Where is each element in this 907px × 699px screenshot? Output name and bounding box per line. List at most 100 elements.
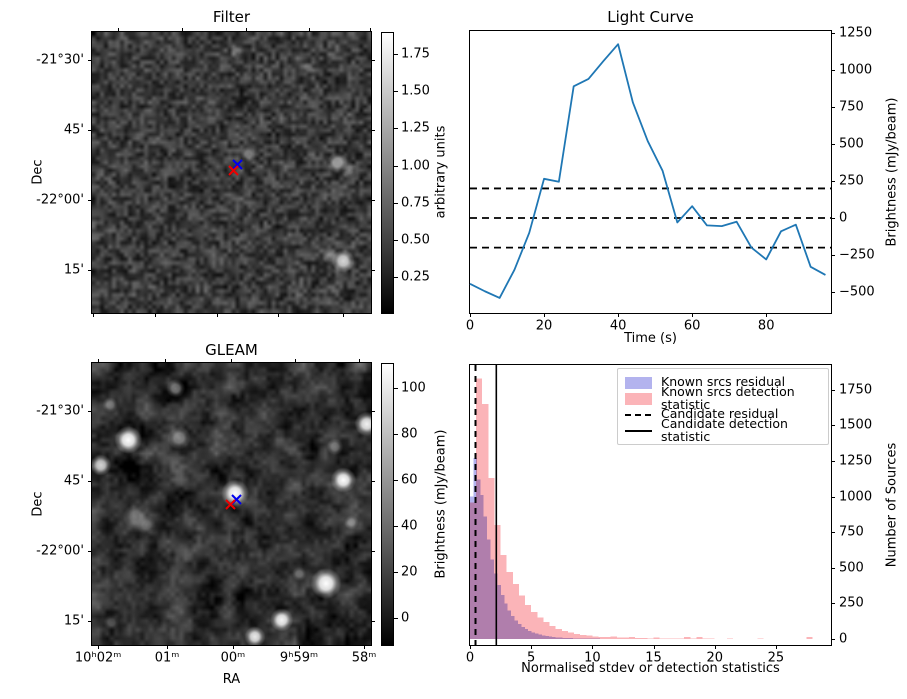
axis-tick bbox=[88, 59, 92, 61]
count-tick-label: 1000 bbox=[839, 489, 873, 505]
lightcurve-ylabel: Brightness (mJy/beam) bbox=[884, 97, 900, 247]
axis-tick bbox=[831, 460, 835, 462]
legend-label: Known srcs residual bbox=[661, 374, 786, 390]
histogram-ylabel: Number of Sources bbox=[884, 442, 900, 568]
dec-tick-label: -22°00' bbox=[36, 543, 84, 559]
gleam-xlabel: RA bbox=[222, 672, 241, 687]
axis-tick bbox=[470, 313, 471, 317]
axis-tick bbox=[232, 645, 234, 649]
histogram-plot bbox=[470, 365, 813, 645]
brightness-tick-label: 750 bbox=[839, 99, 864, 115]
count-tick-label: 0 bbox=[839, 631, 848, 647]
count-tick-label: 500 bbox=[839, 560, 864, 576]
stat-tick-label: 5 bbox=[527, 650, 536, 666]
axis-tick bbox=[371, 59, 375, 61]
brightness-tick-label: −500 bbox=[839, 284, 875, 300]
time-tick-label: 60 bbox=[683, 318, 701, 334]
axis-tick bbox=[299, 645, 301, 649]
colorbar-tick-label: 0.75 bbox=[401, 195, 430, 211]
gleam-colorbar bbox=[381, 363, 394, 646]
axis-tick bbox=[394, 388, 398, 390]
axis-tick bbox=[831, 567, 835, 569]
colorbar-tick-label: 100 bbox=[401, 380, 426, 396]
count-tick-label: 750 bbox=[839, 524, 864, 540]
axis-tick bbox=[831, 144, 835, 146]
lightcurve-axes-frame bbox=[469, 30, 832, 314]
filter-axes-frame bbox=[91, 31, 372, 314]
axis-tick bbox=[371, 410, 375, 412]
source-marker-x bbox=[227, 165, 239, 176]
axis-tick bbox=[394, 165, 398, 167]
filter-ylabel: Dec bbox=[30, 159, 46, 185]
ra-tick-label: 00ᵐ bbox=[220, 650, 246, 666]
ra-tick-label: 58ᵐ bbox=[351, 650, 377, 666]
axis-tick bbox=[364, 645, 366, 649]
dec-tick-label: -21°30' bbox=[36, 52, 84, 68]
axis-tick bbox=[592, 645, 594, 649]
brightness-tick-label: 0 bbox=[839, 210, 848, 226]
lightcurve-title: Light Curve bbox=[607, 8, 694, 26]
dec-tick-label: 15' bbox=[63, 262, 84, 278]
time-tick-label: 80 bbox=[757, 318, 775, 334]
axis-tick bbox=[394, 480, 398, 482]
legend-swatch-line bbox=[625, 413, 652, 416]
colorbar-tick-label: 0 bbox=[401, 610, 410, 626]
filter-colorbar-label: arbitrary units bbox=[433, 125, 449, 219]
axis-tick bbox=[167, 645, 169, 649]
legend-swatch-patch bbox=[625, 392, 652, 405]
axis-tick bbox=[831, 389, 835, 391]
axis-tick bbox=[831, 496, 835, 498]
legend: Known srcs residual Known srcs detection … bbox=[617, 368, 829, 445]
axis-tick bbox=[371, 621, 375, 623]
axis-tick bbox=[831, 291, 835, 293]
ra-tick-label: 01ᵐ bbox=[154, 650, 180, 666]
brightness-tick-label: 500 bbox=[839, 136, 864, 152]
colorbar-tick-label: 1.75 bbox=[401, 46, 430, 62]
axis-tick bbox=[117, 28, 119, 32]
axis-tick bbox=[371, 269, 375, 271]
count-tick-label: 1750 bbox=[839, 382, 873, 398]
axis-tick bbox=[98, 645, 100, 649]
axis-tick bbox=[88, 130, 92, 131]
axis-tick bbox=[278, 313, 280, 317]
axis-tick bbox=[98, 359, 100, 363]
axis-tick bbox=[394, 202, 398, 204]
time-tick-label: 0 bbox=[465, 318, 475, 334]
axis-tick bbox=[165, 359, 167, 363]
axis-tick bbox=[216, 313, 218, 317]
axis-tick bbox=[359, 359, 361, 363]
axis-tick bbox=[88, 269, 92, 271]
axis-tick bbox=[371, 551, 375, 553]
axis-tick bbox=[831, 181, 835, 183]
filter-colorbar bbox=[381, 32, 394, 314]
time-tick-label: 20 bbox=[535, 318, 553, 334]
colorbar-tick-label: 0.50 bbox=[401, 232, 430, 248]
colorbar-tick-label: 0.25 bbox=[401, 269, 430, 285]
legend-label: Candidate residual bbox=[661, 406, 779, 422]
axis-tick bbox=[766, 313, 768, 317]
axis-tick bbox=[714, 645, 716, 649]
filter-title: Filter bbox=[212, 8, 251, 26]
axis-tick bbox=[93, 313, 95, 317]
colorbar-tick-label: 1.25 bbox=[401, 120, 430, 136]
stat-tick-label: 20 bbox=[706, 650, 724, 666]
brightness-tick-label: −250 bbox=[839, 247, 875, 263]
stat-tick-label: 0 bbox=[465, 650, 475, 666]
axis-tick bbox=[370, 28, 372, 32]
colorbar-tick-label: 60 bbox=[401, 472, 418, 488]
legend-swatch-patch bbox=[625, 376, 652, 389]
axis-tick bbox=[831, 425, 835, 427]
ra-tick-label: 9ʰ59ᵐ bbox=[279, 650, 319, 666]
axis-tick bbox=[371, 480, 375, 482]
axis-tick bbox=[309, 28, 311, 32]
axis-tick bbox=[394, 618, 398, 620]
axis-tick bbox=[88, 200, 92, 201]
dec-tick-label: 45' bbox=[63, 473, 84, 489]
colorbar-tick-label: 40 bbox=[401, 518, 418, 534]
axis-tick bbox=[230, 359, 232, 363]
axis-tick bbox=[394, 54, 398, 56]
axis-tick bbox=[531, 645, 533, 649]
axis-tick bbox=[88, 480, 92, 482]
axis-tick bbox=[653, 645, 655, 649]
